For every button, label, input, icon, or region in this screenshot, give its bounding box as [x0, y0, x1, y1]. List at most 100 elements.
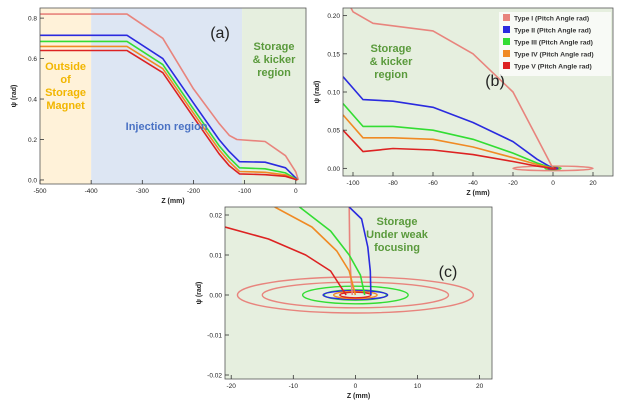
plot-background: [225, 207, 492, 379]
y-tick-label: -0.01: [207, 333, 222, 340]
y-tick-label: 0.4: [28, 97, 37, 104]
region-label: Under weak: [366, 229, 429, 241]
x-axis-label: Z (mm): [466, 190, 489, 197]
orbit-ellipse: [261, 281, 450, 309]
legend-label: Type II (Pitch Angle rad): [514, 28, 591, 35]
x-tick-label: -200: [187, 188, 200, 195]
legend-label: Type III (Pitch Angle rad): [514, 40, 593, 47]
y-tick-label: 0.00: [209, 293, 222, 300]
series-line-type-ii: [40, 34, 298, 181]
series-line-type-i: [348, 207, 354, 296]
orbit-ellipse: [301, 285, 409, 305]
region-label: & kicker: [370, 56, 414, 68]
region-label: Outside: [45, 61, 86, 73]
legend-label: Type V (Pitch Angle rad): [514, 64, 592, 71]
x-tick-label: -20: [227, 383, 237, 390]
region-label: Storage: [377, 216, 418, 228]
y-tick-label: 0.2: [28, 137, 37, 144]
orbit-ellipse: [332, 290, 378, 300]
y-tick-label: 0.02: [209, 213, 222, 220]
series-line-type-iv: [343, 114, 554, 170]
series-line-type-ii: [343, 76, 554, 170]
legend-swatch: [503, 26, 510, 33]
region-label: Storage: [254, 41, 295, 53]
panel-label: (a): [210, 25, 230, 42]
y-tick-label: 0.05: [327, 128, 340, 135]
x-tick-label: 20: [476, 383, 484, 390]
x-axis-label: Z (mm): [161, 198, 184, 205]
legend-swatch: [503, 50, 510, 57]
x-tick-label: -80: [388, 180, 398, 187]
region-label: Magnet: [46, 100, 85, 112]
series-line-type-iv: [40, 45, 298, 181]
x-tick-label: 0: [354, 383, 358, 390]
x-tick-label: -500: [33, 188, 46, 195]
x-tick-label: 20: [589, 180, 597, 187]
region-label: & kicker: [253, 54, 297, 66]
x-tick-label: -400: [85, 188, 98, 195]
region-label: region: [374, 69, 408, 81]
panel-a: -500 -400 -300 -200 -100 0 0.0 0.2 0.4 0.6 0.8 Z (m…: [11, 7, 307, 205]
plot-area: [40, 13, 300, 181]
plot-area: [343, 8, 594, 172]
legend-swatch: [503, 14, 510, 21]
y-tick-label: 0.20: [327, 13, 340, 20]
orbit-ellipse: [322, 289, 389, 301]
region-label: Storage: [45, 87, 86, 99]
x-tick-label: -60: [428, 180, 438, 187]
x-tick-label: -300: [136, 188, 149, 195]
region-label: of: [60, 74, 71, 86]
region-label: focusing: [374, 242, 420, 254]
x-tick-label: 10: [414, 383, 422, 390]
y-tick-label: -0.02: [207, 373, 222, 380]
orbit-ellipse: [323, 289, 388, 301]
y-axis-label: ψ (rad): [314, 81, 321, 104]
series-line-type-i: [350, 8, 554, 169]
region-label: Storage: [371, 43, 412, 55]
x-tick-label: 0: [551, 180, 555, 187]
x-tick-label: -20: [508, 180, 518, 187]
legend-label: Type IV (Pitch Angle rad): [514, 52, 594, 59]
legend-swatch: [503, 62, 510, 69]
y-tick-label: 0.15: [327, 51, 340, 58]
plot-area: [225, 207, 475, 314]
region-band: [242, 8, 306, 184]
region-label: Injection region: [126, 121, 208, 133]
series-line-type-iii: [40, 40, 298, 181]
y-tick-label: 0.00: [327, 166, 340, 173]
x-tick-label: -100: [238, 188, 251, 195]
orbit-ellipse: [512, 165, 594, 172]
series-line-type-v: [40, 49, 298, 181]
y-tick-label: 0.8: [28, 16, 37, 23]
region-band: [40, 8, 92, 184]
legend-label: Type I (Pitch Angle rad): [514, 16, 589, 23]
panel-b: -100 -80 -60 -40 -20 0 20 0.00 0.05 0.10 0.15 0.20 Z…: [314, 7, 614, 197]
panel-c: -20 -10 0 10 20 -0.02 -0.01 0.00 0.01 0.02 Z (mm) ψ…: [196, 206, 493, 400]
series-line-type-v: [225, 226, 347, 296]
x-tick-label: -10: [289, 383, 299, 390]
y-axis-label: ψ (rad): [196, 282, 203, 305]
series-line-type-iv: [274, 207, 357, 296]
y-tick-label: 0.01: [209, 253, 222, 260]
series-line-type-ii: [348, 207, 372, 296]
legend-box: [499, 12, 611, 76]
y-tick-label: 0.0: [28, 177, 37, 184]
y-tick-label: 0.6: [28, 56, 37, 63]
plot-frame: [39, 7, 307, 185]
x-tick-label: -40: [468, 180, 478, 187]
y-axis-label: ψ (rad): [11, 85, 18, 108]
series-line-type-i: [40, 13, 300, 181]
series-line-type-iii: [343, 102, 554, 170]
x-tick-label: 0: [294, 188, 298, 195]
region-label: region: [257, 67, 291, 79]
panel-label: (b): [485, 73, 505, 90]
orbit-ellipse: [236, 276, 475, 314]
panel-label: (c): [439, 264, 458, 281]
x-tick-label: -100: [346, 180, 359, 187]
x-axis-label: Z (mm): [347, 393, 370, 400]
plot-frame: [224, 206, 493, 380]
series-line-type-iii: [299, 207, 366, 296]
legend-swatch: [503, 38, 510, 45]
series-line-type-v: [343, 129, 554, 170]
